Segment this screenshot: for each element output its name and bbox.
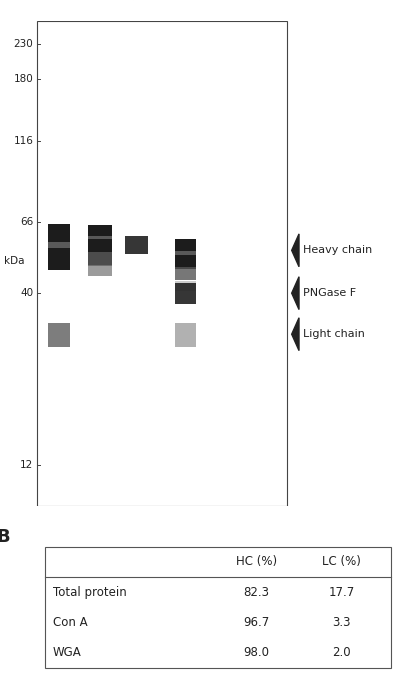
Text: 2.0: 2.0 bbox=[332, 647, 351, 659]
Text: LC (%): LC (%) bbox=[322, 555, 361, 569]
Text: kDa: kDa bbox=[4, 256, 24, 266]
Bar bbox=[88, 252, 112, 266]
Text: Con A: Con A bbox=[53, 616, 88, 629]
Bar bbox=[49, 242, 70, 248]
Bar bbox=[88, 236, 112, 239]
Polygon shape bbox=[292, 318, 299, 351]
Bar bbox=[175, 284, 196, 304]
Text: 12: 12 bbox=[20, 460, 34, 470]
Bar bbox=[37, 21, 287, 506]
Text: Heavy chain: Heavy chain bbox=[303, 246, 372, 255]
Bar bbox=[88, 225, 112, 252]
Text: 40: 40 bbox=[20, 288, 34, 298]
Polygon shape bbox=[292, 277, 299, 310]
Text: 180: 180 bbox=[14, 74, 34, 83]
Text: Light chain: Light chain bbox=[303, 329, 365, 339]
Bar bbox=[49, 323, 70, 346]
Text: TP: TP bbox=[52, 0, 68, 3]
Text: 230: 230 bbox=[14, 39, 34, 48]
Text: 98.0: 98.0 bbox=[243, 647, 269, 659]
Bar bbox=[88, 265, 112, 276]
Text: WGA: WGA bbox=[255, 0, 281, 3]
Text: B: B bbox=[0, 529, 10, 546]
Text: 3.3: 3.3 bbox=[332, 616, 351, 629]
Text: 82.3: 82.3 bbox=[243, 586, 269, 599]
Text: Con A: Con A bbox=[93, 0, 122, 3]
Bar bbox=[175, 251, 196, 255]
Text: PNGase F: PNGase F bbox=[303, 288, 356, 298]
Text: TP: TP bbox=[178, 0, 194, 3]
Text: 96.7: 96.7 bbox=[243, 616, 269, 629]
Text: Con A: Con A bbox=[219, 0, 247, 3]
Bar bbox=[45, 546, 391, 668]
Text: Total protein: Total protein bbox=[53, 586, 127, 599]
Text: WGA: WGA bbox=[129, 0, 154, 3]
Polygon shape bbox=[292, 234, 299, 267]
Bar bbox=[49, 224, 70, 270]
Bar bbox=[175, 323, 196, 346]
Bar bbox=[175, 282, 196, 291]
Text: WGA: WGA bbox=[53, 647, 82, 659]
Bar bbox=[124, 237, 148, 255]
Text: 116: 116 bbox=[14, 136, 34, 146]
Text: 66: 66 bbox=[20, 217, 34, 227]
Text: 17.7: 17.7 bbox=[329, 586, 355, 599]
Text: HC (%): HC (%) bbox=[236, 555, 277, 569]
Bar bbox=[175, 266, 196, 280]
Bar bbox=[175, 239, 196, 268]
